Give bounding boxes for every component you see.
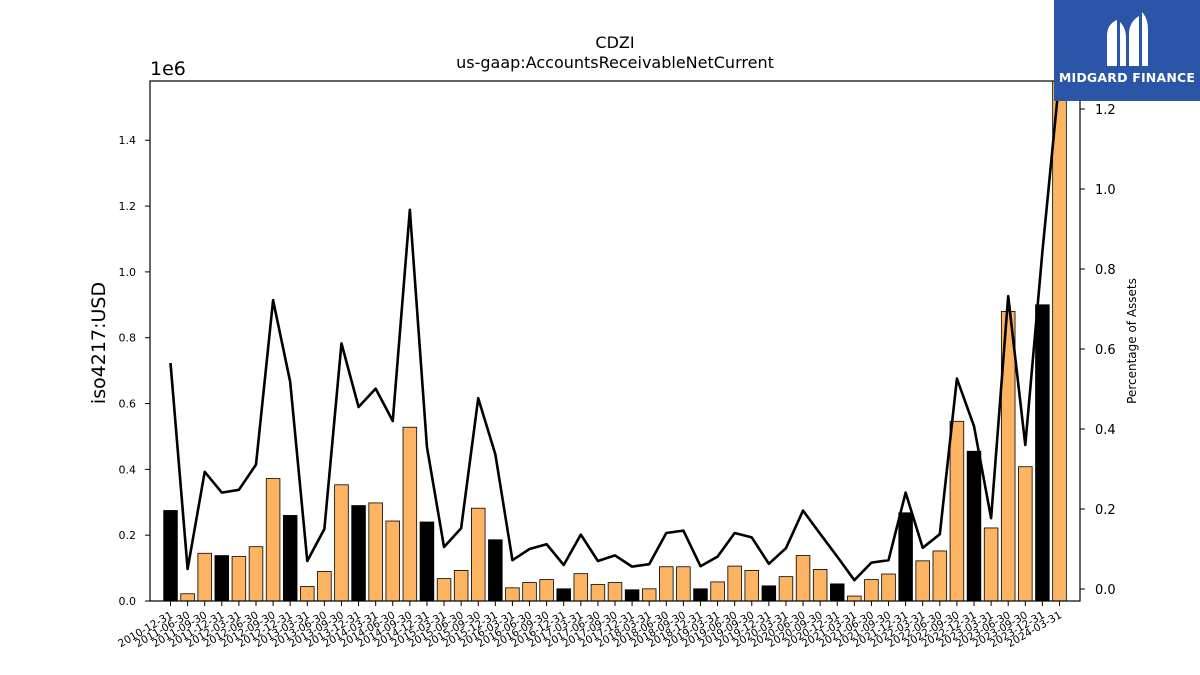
bar-2011-09-30 (197, 552, 212, 602)
bar-2024-03-31 (1052, 80, 1067, 602)
bar-2014-09-30 (402, 426, 418, 602)
bar-2017-12-31 (624, 589, 640, 602)
bar-2018-06-30 (659, 566, 674, 602)
bar-2019-12-31 (761, 585, 777, 602)
y2-tick-label-5: 1.0 (1095, 183, 1116, 198)
bar-2023-03-31 (983, 527, 999, 602)
bar-2012-09-30 (265, 478, 281, 602)
bar-2018-03-31 (641, 588, 657, 602)
bar-2020-09-30 (812, 569, 828, 602)
brand-logo: MIDGARD FINANCE (1054, 0, 1200, 101)
bar-2020-12-31 (830, 583, 845, 602)
y-tick-label-6: 1.2 (119, 200, 137, 213)
bar-2021-06-30 (864, 579, 879, 602)
bar-2016-03-31 (505, 587, 520, 602)
bar-2022-06-30 (932, 550, 948, 602)
bar-2018-09-30 (676, 566, 691, 602)
bar-2012-03-31 (231, 556, 247, 602)
bar-2022-03-31 (915, 560, 930, 602)
bar-2015-06-30 (453, 569, 469, 602)
bar-2021-12-31 (898, 512, 913, 602)
bar-2020-06-30 (795, 555, 811, 602)
bar-2017-03-31 (573, 573, 589, 602)
brand-name: MIDGARD FINANCE (1058, 70, 1196, 85)
percentage-of-assets-line (169, 81, 1061, 582)
bar-2013-06-30 (317, 570, 332, 602)
bar-2012-06-30 (248, 546, 264, 602)
y-axis-multiplier: 1e6 (150, 58, 186, 80)
y-axis-label: iso4217:USD (88, 282, 110, 404)
y2-tick-label-3: 0.6 (1095, 343, 1116, 358)
y2-tick-label-1: 0.2 (1095, 503, 1116, 518)
y2-axis-label: Percentage of Assets (1125, 278, 1139, 404)
y-tick-label-3: 0.6 (119, 398, 137, 411)
bar-2017-09-30 (607, 582, 623, 602)
bar-2014-06-30 (385, 520, 401, 602)
bar-2016-12-31 (556, 588, 571, 602)
bar-2010-12-31 (163, 510, 178, 602)
bar-2013-09-30 (334, 484, 349, 602)
y-tick-label-2: 0.4 (119, 463, 137, 476)
bar-2021-03-31 (847, 595, 862, 602)
bar-2023-12-31 (1035, 304, 1050, 602)
y-tick-label-7: 1.4 (119, 134, 137, 147)
y-tick-label-0: 0.0 (119, 595, 137, 608)
bar-2011-06-30 (180, 593, 195, 602)
bar-2016-06-30 (522, 582, 537, 602)
y2-tick-label-4: 0.8 (1095, 263, 1116, 278)
bar-2023-09-30 (1018, 466, 1033, 602)
y2-tick-label-2: 0.4 (1095, 423, 1116, 438)
bar-2019-03-31 (710, 581, 725, 602)
bar-2019-06-30 (727, 565, 742, 602)
bar-2015-09-30 (470, 507, 486, 602)
midgard-logo-icon (1107, 12, 1148, 66)
y2-tick-label-6: 1.2 (1095, 103, 1116, 118)
bar-2021-09-30 (881, 573, 896, 602)
bar-2022-12-31 (966, 450, 982, 602)
bar-2014-03-31 (368, 502, 383, 602)
bar-2013-03-31 (300, 586, 315, 602)
bar-2014-12-31 (419, 521, 435, 602)
chart-subtitle: us-gaap:AccountsReceivableNetCurrent (456, 53, 774, 72)
y-tick-label-4: 0.8 (119, 332, 137, 345)
bar-2020-03-31 (778, 576, 794, 602)
bar-2019-09-30 (744, 569, 760, 602)
bar-2015-12-31 (488, 539, 503, 602)
y2-tick-label-0: 0.0 (1095, 583, 1116, 598)
bar-2016-09-30 (539, 579, 554, 602)
y-tick-label-5: 1.0 (119, 266, 137, 279)
bar-2011-12-31 (214, 555, 230, 602)
bar-2018-12-31 (693, 588, 708, 602)
y-tick-label-1: 0.2 (119, 529, 137, 542)
bar-2017-06-30 (590, 584, 606, 602)
bar-2013-12-31 (351, 505, 366, 602)
chart-title: CDZI (595, 33, 634, 52)
bar-2012-12-31 (282, 515, 298, 602)
bar-2022-09-30 (949, 420, 965, 602)
bar-2015-03-31 (436, 578, 452, 602)
